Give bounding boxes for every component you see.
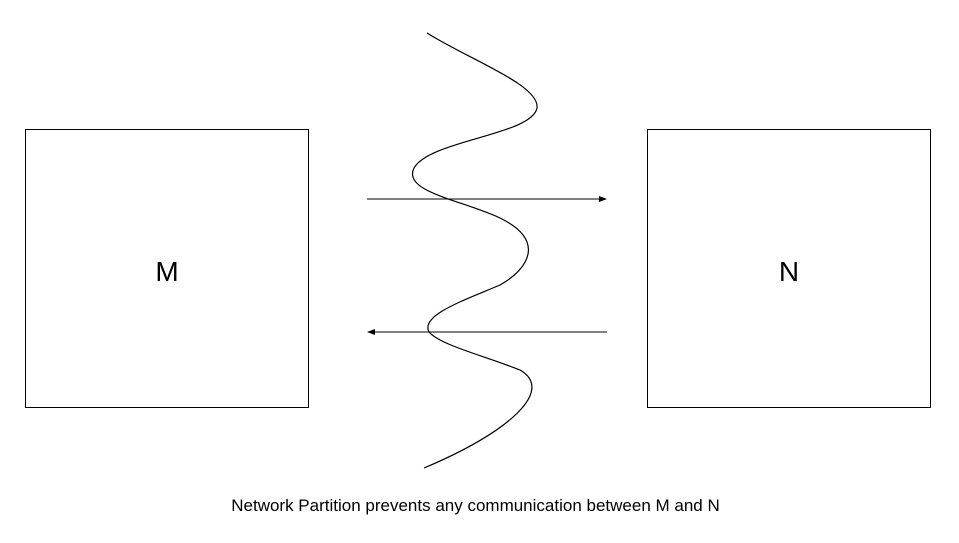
partition-line — [411, 32, 538, 469]
diagram-caption: Network Partition prevents any communica… — [231, 496, 720, 515]
node-n-label: N — [778, 255, 800, 287]
node-m-label: M — [155, 255, 179, 287]
node-m-box: M — [25, 129, 309, 408]
node-n-box: N — [647, 129, 931, 408]
